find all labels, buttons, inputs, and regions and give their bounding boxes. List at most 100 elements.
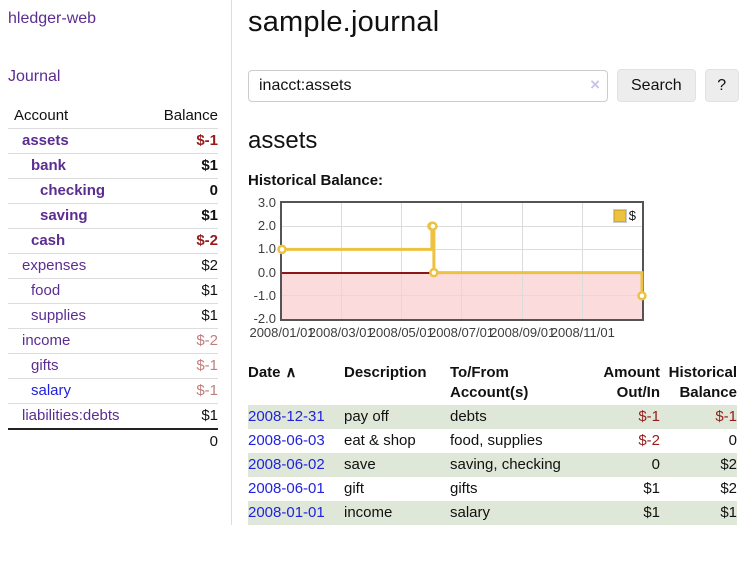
legend-swatch-icon <box>613 209 626 222</box>
transaction-date-link[interactable]: 2008-12-31 <box>248 408 325 425</box>
app-title-link[interactable]: hledger-web <box>8 10 97 27</box>
accounts-header-account: Account <box>14 107 69 124</box>
account-link-checking[interactable]: checking <box>40 182 106 199</box>
search-box: × <box>248 69 608 102</box>
transaction-amount: $-1 <box>638 408 660 425</box>
account-balance: $1 <box>144 303 218 329</box>
account-balance: $2 <box>144 253 218 279</box>
transaction-date-link[interactable]: 2008-06-02 <box>248 456 325 473</box>
transaction-balance: $1 <box>720 504 737 521</box>
app-window: hledger-web Journal Account Balance asse… <box>0 0 742 525</box>
account-row: cash $-2 <box>8 228 218 254</box>
account-link-food[interactable]: food <box>31 282 61 299</box>
gridline-vertical <box>340 203 342 319</box>
transaction-description: gift <box>344 480 365 497</box>
y-axis-tick-label: 3.0 <box>257 195 276 210</box>
register-header-balance: Historical Balance <box>668 364 737 401</box>
transaction-accounts: gifts <box>450 480 478 497</box>
clear-search-icon[interactable]: × <box>590 74 600 94</box>
y-axis-tick-label: 1.0 <box>257 241 276 257</box>
transaction-amount: 0 <box>651 456 660 473</box>
account-link-income[interactable]: income <box>22 332 71 349</box>
x-axis-tick-label: 2008/05/01 <box>368 325 434 340</box>
sidebar: hledger-web Journal Account Balance asse… <box>0 0 232 525</box>
account-link-salary[interactable]: salary <box>31 382 72 399</box>
gridline-vertical <box>461 203 462 319</box>
chart-title: Historical Balance: <box>248 172 384 189</box>
gridline-horizontal <box>282 248 642 250</box>
account-heading: assets <box>248 127 318 154</box>
transaction-date-link[interactable]: 2008-06-03 <box>248 432 325 449</box>
x-axis-tick-label: 2008/03/01 <box>308 325 374 340</box>
account-balance: $1 <box>144 278 218 304</box>
account-link-assets[interactable]: assets <box>22 132 69 149</box>
account-link-gifts[interactable]: gifts <box>31 357 59 374</box>
account-row: salary $-1 <box>8 378 218 404</box>
transaction-balance: $-1 <box>715 408 737 425</box>
account-link-supplies[interactable]: supplies <box>31 307 87 324</box>
account-row: assets $-1 <box>8 128 218 154</box>
transaction-date-link[interactable]: 2008-06-01 <box>248 480 325 497</box>
accounts-total-row: 0 <box>8 428 218 454</box>
account-balance: 0 <box>144 178 218 204</box>
legend-label: $ <box>628 208 636 223</box>
register-header-row: Date ∧ Description To/From Account(s) Amo… <box>248 361 737 405</box>
accounts-header-row: Account Balance <box>8 104 218 129</box>
account-link-bank[interactable]: bank <box>31 157 67 174</box>
account-balance: $-1 <box>144 378 218 404</box>
accounts-table-body: assets $-1 bank $1 checking 0 saving $1 cash $-2 e… <box>8 128 218 454</box>
data-point-marker[interactable] <box>428 221 438 231</box>
transaction-description: eat & shop <box>344 432 416 449</box>
account-balance: $1 <box>144 203 218 229</box>
register-header-description: Description <box>344 364 427 381</box>
chart-plot-area[interactable]: $ <box>277 201 647 321</box>
account-row: supplies $1 <box>8 303 218 329</box>
account-row: checking 0 <box>8 178 218 204</box>
account-link-liabilities:debts[interactable]: liabilities:debts <box>22 407 120 424</box>
gridline-horizontal <box>282 295 642 297</box>
transaction-description: pay off <box>344 408 389 425</box>
register-header-date[interactable]: Date ∧ <box>248 364 297 381</box>
register-header-accounts: To/From Account(s) <box>450 364 529 401</box>
account-link-cash[interactable]: cash <box>31 232 66 249</box>
table-row: 2008-06-01 gift gifts $1 $2 <box>248 477 737 501</box>
account-balance: $-1 <box>144 353 218 379</box>
y-axis-tick-label: 2.0 <box>257 218 276 234</box>
account-link-saving[interactable]: saving <box>40 207 88 224</box>
register-table-body: 2008-12-31 pay off debts $-1 $-1 2008-06-03 ea… <box>248 405 737 525</box>
chart-plot-inner <box>277 203 647 319</box>
sidebar-item-journal[interactable]: Journal <box>8 68 61 85</box>
account-row: expenses $2 <box>8 253 218 279</box>
data-point-marker[interactable] <box>637 291 647 301</box>
account-row: gifts $-1 <box>8 353 218 379</box>
register-header-amount: Amount Out/In <box>603 364 660 401</box>
transaction-accounts: saving, checking <box>450 456 561 473</box>
gridline-vertical <box>522 203 524 319</box>
help-button[interactable]: ? <box>704 69 739 102</box>
table-row: 2008-01-01 income salary $1 $1 <box>248 501 737 525</box>
account-row: saving $1 <box>8 203 218 229</box>
gridline-horizontal <box>282 225 642 227</box>
data-point-marker[interactable] <box>429 267 439 278</box>
y-axis-tick-label: -2.0 <box>253 311 276 326</box>
transaction-description: income <box>344 504 393 521</box>
x-axis-tick-label: 2008/07/01 <box>428 325 495 340</box>
transaction-balance: $2 <box>720 480 737 497</box>
account-balance: $-1 <box>144 128 218 154</box>
page-title: sample.journal <box>248 6 440 38</box>
account-link-expenses[interactable]: expenses <box>22 257 87 274</box>
main-content: sample.journal × Search ? assets Histori… <box>232 0 742 525</box>
account-balance: $-2 <box>144 328 218 354</box>
search-input[interactable] <box>248 69 608 102</box>
transaction-date-link[interactable]: 2008-01-01 <box>248 504 325 521</box>
register-table: Date ∧ Description To/From Account(s) Amo… <box>248 361 737 525</box>
chart-legend: $ <box>611 207 638 224</box>
accounts-table: Account Balance assets $-1 bank $1 checking 0… <box>8 104 218 454</box>
search-button[interactable]: Search <box>617 69 696 102</box>
data-point-marker[interactable] <box>277 244 287 255</box>
transaction-balance: 0 <box>728 432 737 449</box>
transaction-balance: $2 <box>720 456 737 473</box>
historical-balance-chart[interactable]: $ 3.0 2.0 1.0 0.0 -1.0 -2.0 2008/01/01 2008/03/… <box>248 196 648 345</box>
table-row: 2008-06-02 save saving, checking 0 $2 <box>248 453 737 477</box>
transaction-description: save <box>344 456 376 473</box>
